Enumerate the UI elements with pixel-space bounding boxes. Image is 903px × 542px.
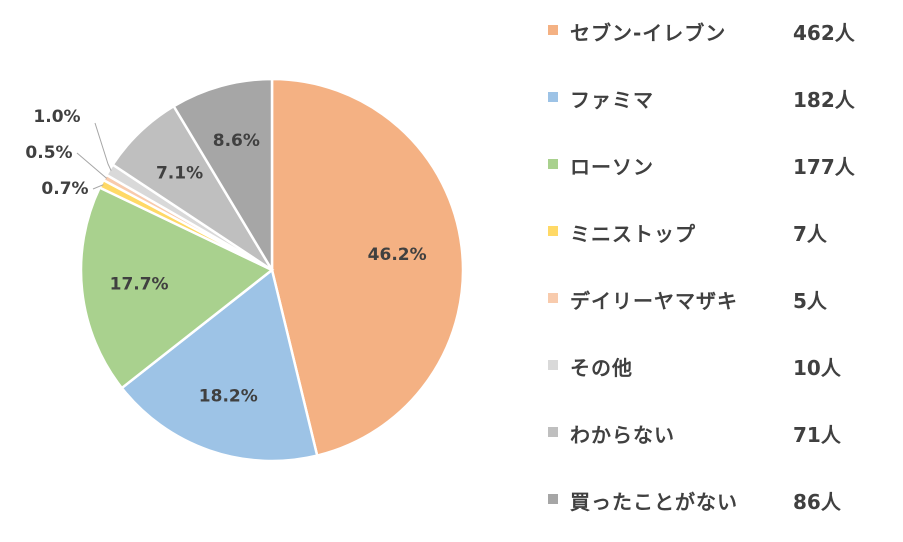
legend-item: セブン-イレブン 462人: [548, 15, 888, 45]
legend-label: ファミマ: [570, 88, 654, 112]
leader-line: [76, 152, 107, 179]
legend-swatch: [548, 226, 558, 236]
legend-label: 買ったことがない: [570, 490, 738, 514]
legend-count: 182人: [793, 88, 855, 112]
slice-8: [172, 77, 274, 275]
slice-label: 8.6%: [213, 131, 260, 151]
slice-3: [79, 185, 275, 390]
legend-item: その他 10人: [548, 350, 888, 380]
legend-swatch: [548, 159, 558, 169]
legend-count: 71人: [793, 423, 841, 447]
slice-label: 17.7%: [110, 275, 169, 295]
legend-count: 177人: [793, 155, 855, 179]
legend-swatch: [548, 427, 558, 437]
slice-label: 0.5%: [25, 143, 72, 163]
legend-label: デイリーヤマザキ: [570, 289, 738, 313]
legend-swatch: [548, 360, 558, 370]
slice-label: 7.1%: [156, 163, 203, 183]
slice-label: 18.2%: [199, 386, 258, 406]
legend-label: ミニストップ: [570, 222, 696, 246]
leader-line: [92, 184, 104, 190]
legend-swatch: [548, 293, 558, 303]
legend-count: 7人: [793, 222, 827, 246]
legend-item: 買ったことがない 86人: [548, 484, 888, 514]
legend-swatch: [548, 92, 558, 102]
legend-item: ミニストップ 7人: [548, 216, 888, 246]
legend-item: ローソン 177人: [548, 149, 888, 179]
legend-count: 10人: [793, 356, 841, 380]
legend-item: デイリーヤマザキ 5人: [548, 283, 888, 313]
slice-label: 1.0%: [33, 107, 80, 127]
slice-label: 46.2%: [368, 245, 427, 265]
legend-item: わからない 71人: [548, 417, 888, 447]
leader-lines: [76, 122, 112, 190]
legend-label: ローソン: [570, 155, 654, 179]
slice-1: [270, 77, 465, 458]
legend-item: ファミマ 182人: [548, 82, 888, 112]
legend-swatch: [548, 494, 558, 504]
legend-label: その他: [570, 356, 633, 380]
legend-count: 86人: [793, 490, 841, 514]
legend-count: 5人: [793, 289, 827, 313]
pie-chart: 46.2% 18.2% 17.7% 0.7% 0.5% 1.0% 7.1% 8.6%: [25, 77, 465, 463]
legend-count: 462人: [793, 21, 855, 45]
legend-swatch: [548, 25, 558, 35]
slice-2: [120, 267, 319, 463]
pie-slices: [79, 77, 465, 463]
slice-labels: 46.2% 18.2% 17.7% 0.7% 0.5% 1.0% 7.1% 8.6%: [25, 107, 426, 406]
legend-label: わからない: [570, 423, 675, 447]
slice-label: 0.7%: [41, 179, 88, 199]
legend-label: セブン-イレブン: [570, 21, 727, 45]
leader-line: [94, 122, 112, 171]
